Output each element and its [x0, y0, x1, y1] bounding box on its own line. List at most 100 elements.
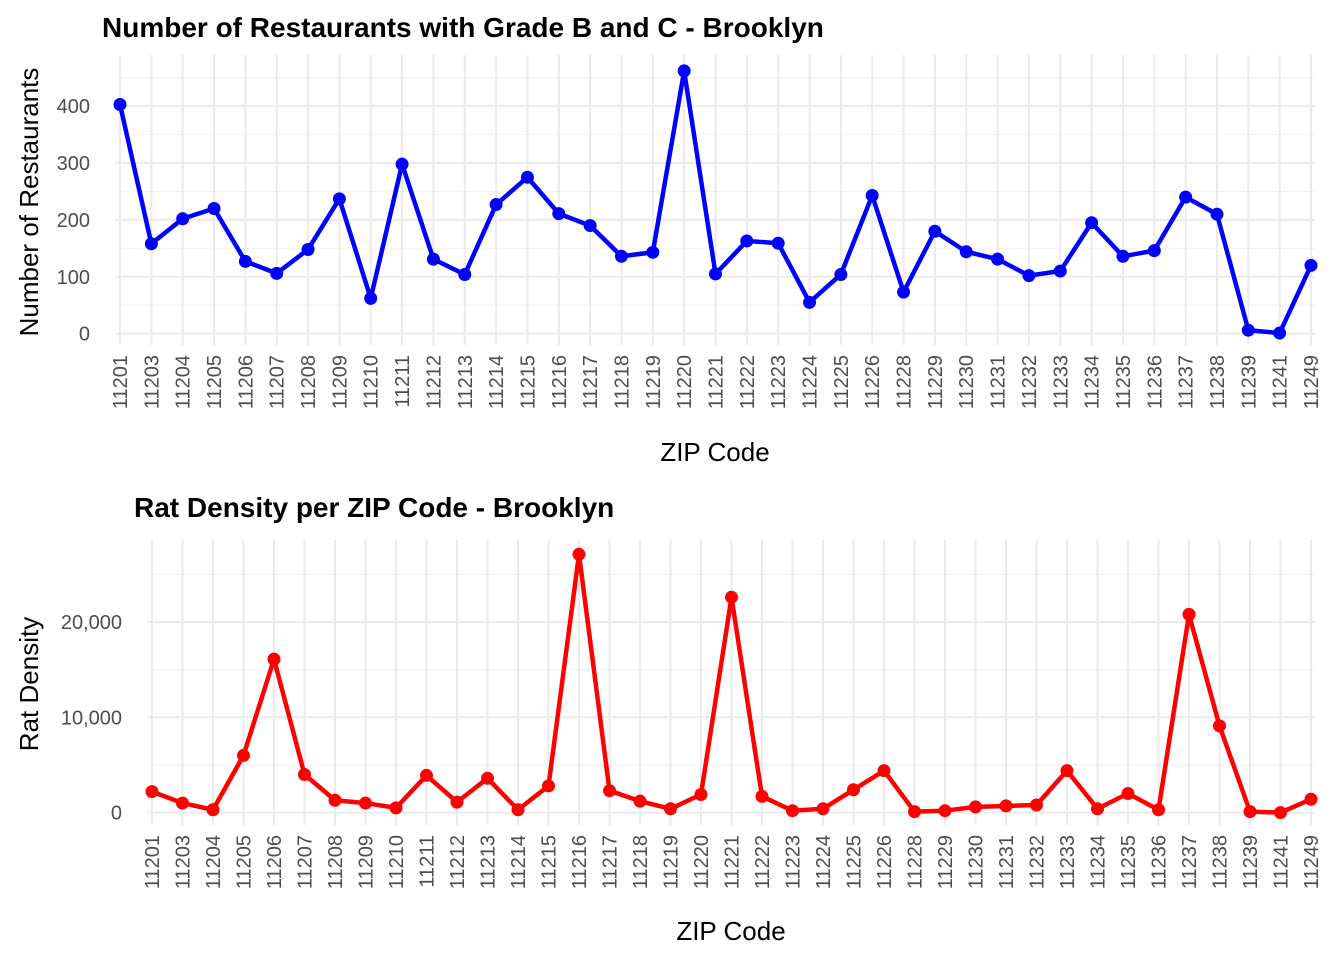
data-point-11226 [865, 188, 879, 202]
x-tick-label: 11210 [361, 355, 383, 409]
chart1-title: Number of Restaurants with Grade B and C… [102, 12, 824, 43]
x-tick-label: 11249 [1301, 835, 1323, 889]
x-tick-label: 11209 [329, 355, 351, 409]
y-tick-label: 400 [57, 96, 90, 118]
x-tick-label: 11216 [549, 355, 571, 409]
data-point-11231 [991, 252, 1005, 266]
chart2-y-axis-title: Rat Density [14, 617, 44, 751]
x-tick-label: 11225 [831, 355, 853, 409]
y-tick-label: 100 [57, 267, 90, 289]
data-point-11207 [270, 266, 284, 280]
data-point-11209 [359, 796, 372, 810]
x-tick-label: 11220 [691, 835, 713, 889]
data-point-11206 [267, 652, 281, 666]
data-point-11212 [426, 252, 440, 266]
data-point-11241 [1273, 326, 1287, 340]
data-point-11201 [113, 97, 127, 111]
x-tick-label: 11213 [455, 355, 477, 409]
x-tick-label: 11210 [386, 835, 408, 889]
x-tick-label: 11204 [173, 355, 195, 409]
x-tick-label: 11208 [325, 835, 347, 889]
x-tick-label: 11217 [580, 355, 602, 409]
x-tick-label: 11217 [600, 835, 622, 889]
x-tick-label: 11228 [894, 355, 916, 409]
data-point-11218 [614, 249, 628, 263]
x-tick-label: 11223 [768, 355, 790, 409]
x-tick-label: 11219 [643, 355, 665, 409]
data-point-11208 [328, 793, 342, 807]
x-tick-label: 11222 [737, 355, 759, 409]
data-point-11213 [458, 267, 472, 281]
x-tick-label: 11205 [204, 355, 226, 409]
data-point-11222 [740, 234, 754, 248]
x-tick-label: 11230 [966, 835, 988, 889]
data-point-11230 [959, 245, 973, 259]
data-point-11219 [664, 802, 677, 816]
x-tick-label: 11232 [1019, 355, 1041, 409]
data-point-11229 [938, 804, 952, 818]
data-point-11214 [511, 803, 525, 817]
data-point-11233 [1060, 764, 1074, 778]
data-point-11201 [145, 785, 159, 799]
data-point-11236 [1152, 803, 1165, 817]
x-tick-label: 11201 [110, 355, 132, 409]
x-tick-label: 11207 [267, 355, 289, 409]
data-point-11226 [877, 764, 891, 778]
data-point-11237 [1182, 607, 1196, 621]
x-tick-label: 11213 [478, 835, 500, 889]
data-point-11238 [1213, 719, 1226, 733]
data-point-11224 [816, 802, 830, 816]
x-tick-label: 11226 [862, 355, 884, 409]
x-tick-label: 11206 [264, 835, 286, 889]
data-point-11221 [709, 267, 722, 281]
data-point-11211 [420, 768, 433, 782]
data-point-11228 [897, 285, 911, 299]
data-point-11239 [1241, 323, 1255, 337]
x-tick-label: 11236 [1144, 355, 1166, 409]
data-point-11216 [572, 547, 586, 561]
x-tick-label: 11207 [295, 835, 317, 889]
x-tick-label: 11236 [1149, 835, 1171, 889]
data-point-11238 [1210, 207, 1224, 221]
x-tick-label: 11214 [508, 835, 530, 889]
data-point-11225 [834, 267, 848, 281]
x-tick-label: 11238 [1210, 835, 1232, 889]
data-point-11203 [176, 796, 189, 810]
data-point-11224 [803, 295, 817, 309]
x-tick-label: 11221 [722, 835, 744, 889]
data-point-11213 [481, 771, 494, 785]
x-tick-label: 11223 [783, 835, 805, 889]
x-tick-label: 11211 [417, 835, 439, 888]
y-tick-label: 0 [111, 803, 122, 825]
x-tick-label: 11218 [630, 835, 652, 889]
chart2-plot-area: 0 10,000 20,000 11201 11203 11204 11205 11206 11… [61, 540, 1323, 889]
x-tick-label: 11232 [1027, 835, 1049, 889]
data-point-11225 [847, 783, 860, 797]
x-tick-label: 11237 [1176, 355, 1198, 409]
data-point-11212 [450, 795, 464, 809]
data-point-11220 [677, 64, 691, 78]
data-point-11210 [364, 291, 378, 305]
x-tick-label: 11241 [1271, 835, 1293, 889]
x-tick-label: 11228 [905, 835, 927, 889]
x-tick-label: 11234 [1088, 835, 1110, 889]
data-point-11228 [908, 805, 921, 819]
y-tick-label: 300 [57, 153, 90, 175]
x-tick-label: 11203 [141, 355, 163, 409]
y-tick-label: 20,000 [61, 612, 122, 634]
x-tick-label: 11230 [956, 355, 978, 409]
data-point-11222 [755, 789, 769, 803]
x-tick-label: 11235 [1113, 355, 1135, 409]
x-tick-label: 11209 [356, 835, 378, 889]
data-point-11204 [206, 803, 220, 817]
x-tick-label: 11229 [935, 835, 957, 889]
data-point-11217 [583, 219, 597, 233]
x-tick-label: 11220 [674, 355, 696, 409]
x-tick-label: 11219 [661, 835, 683, 889]
x-tick-label: 11224 [813, 835, 835, 889]
x-tick-label: 11231 [996, 835, 1018, 889]
x-tick-label: 11205 [234, 835, 256, 889]
data-point-11235 [1121, 787, 1135, 801]
x-tick-label: 11233 [1050, 355, 1072, 409]
